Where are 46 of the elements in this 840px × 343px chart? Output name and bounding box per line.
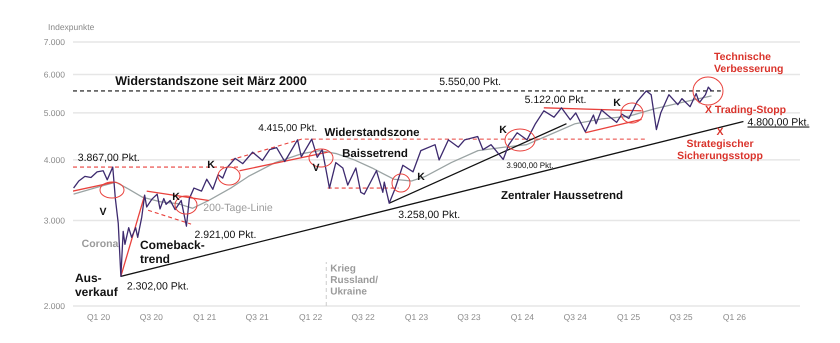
annotation: K — [417, 170, 426, 183]
annotation: K — [207, 158, 216, 171]
x-tick-label: Q3 20 — [140, 312, 164, 322]
y-tick-label: 4.000 — [44, 154, 66, 165]
y-tick-label: 5.000 — [44, 108, 66, 118]
annotation: K — [499, 124, 508, 136]
annotation: 3.867,00 Pkt. — [78, 152, 140, 164]
x-tick-label: Q3 21 — [246, 312, 270, 322]
annotation: Comeback- trend — [140, 238, 205, 266]
annotation: X Strategischer Sicherungsstopp — [677, 126, 763, 162]
annotation: Widerstandszone — [324, 127, 420, 140]
annotation: 5.122,00 Pkt. — [524, 94, 586, 106]
y-tick-label: 3.000 — [44, 216, 66, 226]
annotation: 4.415,00 Pkt. — [258, 122, 318, 134]
x-tick-label: Q1 23 — [404, 312, 428, 322]
ref-line-label: Krieg Russland/ Ukraine — [330, 263, 378, 298]
x-tick-label: Q1 24 — [510, 312, 534, 322]
x-tick-label: Q1 20 — [86, 312, 110, 322]
annotation: 4.800,00 Pkt. — [747, 116, 810, 128]
annotation: V — [99, 206, 107, 218]
y-tick-label: 6.000 — [44, 70, 66, 80]
annotation: 5.550,00 Pkt. — [439, 76, 502, 88]
annotation: Baissetrend — [342, 148, 408, 160]
annotation: Widerstandszone seit März 2000 — [115, 74, 307, 88]
x-tick-label: Q3 23 — [457, 312, 481, 322]
annotation: 200-Tage-Linie — [203, 202, 273, 214]
annotation: K — [613, 96, 622, 109]
x-tick-label: Q3 22 — [352, 312, 375, 322]
y-tick-label: 7.000 — [44, 37, 66, 48]
x-tick-label: Q1 26 — [722, 312, 746, 322]
annotation: 2.302,00 Pkt. — [126, 280, 189, 292]
x-tick-label: Q3 24 — [564, 312, 588, 322]
annotation: Zentraler Haussetrend — [500, 190, 624, 202]
annotation: 2.921,00 Pkt. — [194, 228, 256, 241]
y-tick-label: 2.000 — [44, 301, 66, 312]
annotation: 3.900,00 Pkt. — [506, 161, 554, 170]
annotation: Technische Verbesserung — [714, 50, 784, 75]
annotation: Corona — [82, 238, 119, 250]
annotation: X Trading-Stopp — [705, 104, 786, 116]
x-tick-label: Q1 22 — [299, 312, 322, 322]
y-axis-title: Indexpunkte — [48, 22, 95, 32]
x-tick-label: Q1 25 — [616, 312, 640, 322]
x-tick-label: Q3 25 — [669, 312, 693, 322]
x-tick-label: Q1 21 — [193, 312, 217, 322]
annotation: 3.258,00 Pkt. — [398, 208, 460, 221]
annotation: Aus- verkauf — [75, 271, 119, 300]
